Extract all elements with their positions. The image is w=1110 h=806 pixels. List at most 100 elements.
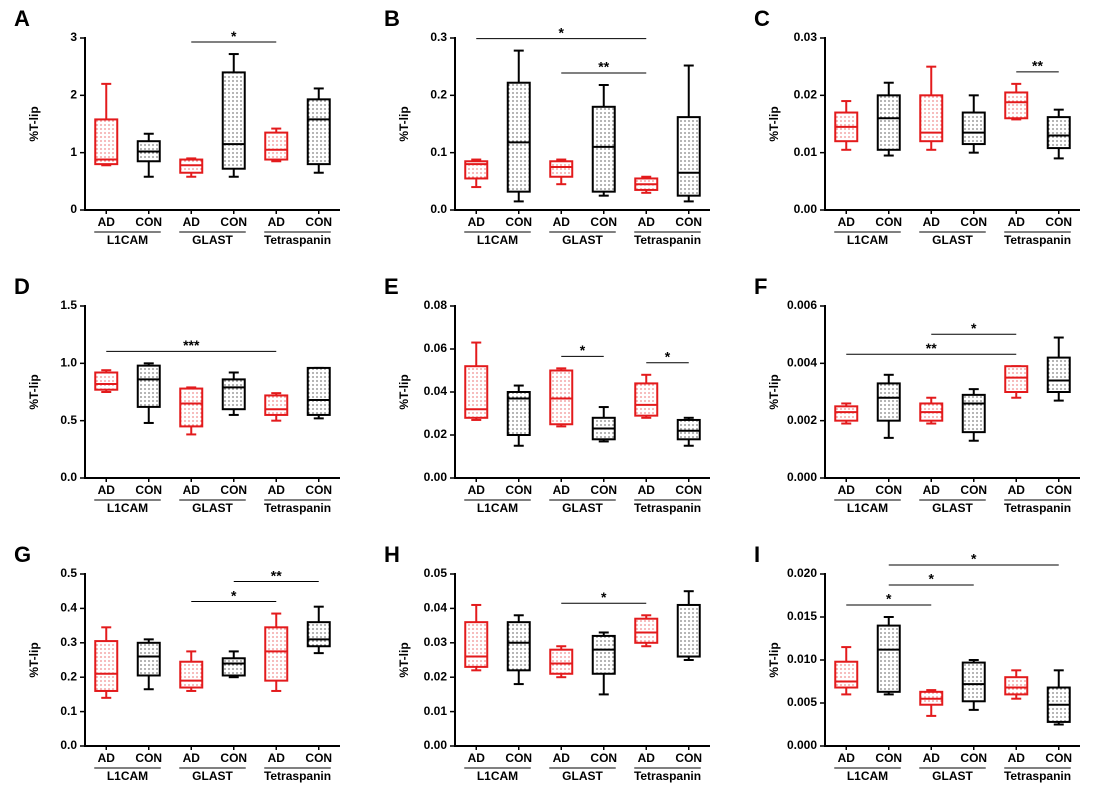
group-label: Tetraspanin: [264, 233, 331, 247]
x-tick-label: CON: [875, 751, 902, 765]
panel-letter: D: [14, 274, 30, 299]
x-tick-label: AD: [98, 215, 116, 229]
box: [919, 94, 944, 143]
x-tick-label: AD: [183, 215, 201, 229]
y-tick-label: 0.02: [424, 427, 448, 441]
y-tick-label: 0.01: [794, 145, 818, 159]
box: [876, 382, 901, 422]
x-tick-label: CON: [135, 751, 162, 765]
group-label: L1CAM: [477, 501, 518, 515]
y-tick-label: 0.04: [424, 601, 448, 615]
box: [506, 81, 531, 193]
y-tick-label: 0.0: [60, 738, 77, 752]
group-label: Tetraspanin: [634, 233, 701, 247]
box: [549, 160, 574, 178]
group-label: L1CAM: [107, 233, 148, 247]
box: [306, 621, 331, 648]
box: [506, 621, 531, 672]
group-label: Tetraspanin: [264, 501, 331, 515]
y-tick-label: 0: [70, 202, 77, 216]
x-tick-label: AD: [553, 215, 571, 229]
y-tick-label: 0.5: [60, 413, 77, 427]
box: [221, 378, 246, 411]
box: [549, 369, 574, 426]
x-tick-label: AD: [553, 751, 571, 765]
x-tick-label: CON: [505, 751, 532, 765]
box: [834, 660, 859, 689]
box: [464, 365, 489, 419]
y-tick-label: 0.00: [424, 738, 448, 752]
x-tick-label: CON: [960, 751, 987, 765]
x-tick-label: CON: [675, 215, 702, 229]
x-tick-label: AD: [638, 483, 656, 497]
x-tick-label: AD: [923, 215, 941, 229]
group-label: L1CAM: [107, 501, 148, 515]
group-label: GLAST: [562, 233, 603, 247]
x-tick-label: CON: [675, 483, 702, 497]
significance-label: *: [971, 551, 977, 567]
group-label: Tetraspanin: [1004, 501, 1071, 515]
y-tick-label: 0.01: [424, 704, 448, 718]
y-tick-label: 0.05: [424, 566, 448, 580]
box: [264, 394, 289, 416]
box: [1046, 116, 1071, 150]
y-axis-label: %T-lip: [27, 374, 41, 409]
y-axis-label: %T-lip: [27, 642, 41, 677]
x-tick-label: CON: [220, 215, 247, 229]
group-label: Tetraspanin: [634, 769, 701, 783]
y-tick-label: 0.03: [794, 30, 818, 44]
y-axis-label: %T-lip: [397, 374, 411, 409]
x-tick-label: AD: [468, 215, 486, 229]
panel-letter: B: [384, 6, 400, 31]
group-label: GLAST: [192, 769, 233, 783]
y-tick-label: 2: [70, 88, 77, 102]
x-tick-label: AD: [638, 751, 656, 765]
y-tick-label: 0.0: [60, 470, 77, 484]
x-tick-label: CON: [220, 483, 247, 497]
box: [136, 641, 161, 677]
box: [961, 661, 986, 703]
y-tick-label: 0.006: [787, 298, 817, 312]
x-tick-label: AD: [268, 751, 286, 765]
panel-letter: E: [384, 274, 399, 299]
significance-label: *: [929, 571, 935, 587]
x-tick-label: CON: [135, 483, 162, 497]
group-label: L1CAM: [477, 769, 518, 783]
box: [221, 657, 246, 677]
significance-label: *: [665, 349, 671, 365]
box: [94, 640, 119, 692]
x-tick-label: CON: [505, 483, 532, 497]
group-label: L1CAM: [477, 233, 518, 247]
y-tick-label: 0.00: [424, 470, 448, 484]
x-tick-label: AD: [468, 751, 486, 765]
x-tick-label: AD: [553, 483, 571, 497]
box: [264, 131, 289, 161]
box: [961, 393, 986, 434]
y-tick-label: 0.000: [787, 470, 817, 484]
group-label: GLAST: [562, 501, 603, 515]
y-tick-label: 0.0: [430, 202, 447, 216]
x-tick-label: AD: [838, 215, 856, 229]
box: [306, 98, 331, 166]
box: [506, 391, 531, 436]
significance-label: *: [231, 28, 237, 44]
group-label: GLAST: [192, 233, 233, 247]
y-tick-label: 0.2: [60, 669, 77, 683]
box: [1004, 91, 1029, 120]
y-axis-label: %T-lip: [767, 106, 781, 141]
x-tick-label: CON: [305, 215, 332, 229]
x-tick-label: AD: [183, 751, 201, 765]
panel-letter: A: [14, 6, 30, 31]
y-tick-label: 0.2: [430, 88, 447, 102]
box: [876, 94, 901, 151]
significance-label: **: [926, 340, 937, 356]
y-tick-label: 0.4: [60, 601, 77, 615]
y-tick-label: 0.5: [60, 566, 77, 580]
group-label: Tetraspanin: [264, 769, 331, 783]
group-label: L1CAM: [847, 769, 888, 783]
y-axis-label: %T-lip: [397, 642, 411, 677]
y-tick-label: 0.04: [424, 384, 448, 398]
significance-label: *: [231, 587, 237, 603]
x-tick-label: AD: [923, 483, 941, 497]
